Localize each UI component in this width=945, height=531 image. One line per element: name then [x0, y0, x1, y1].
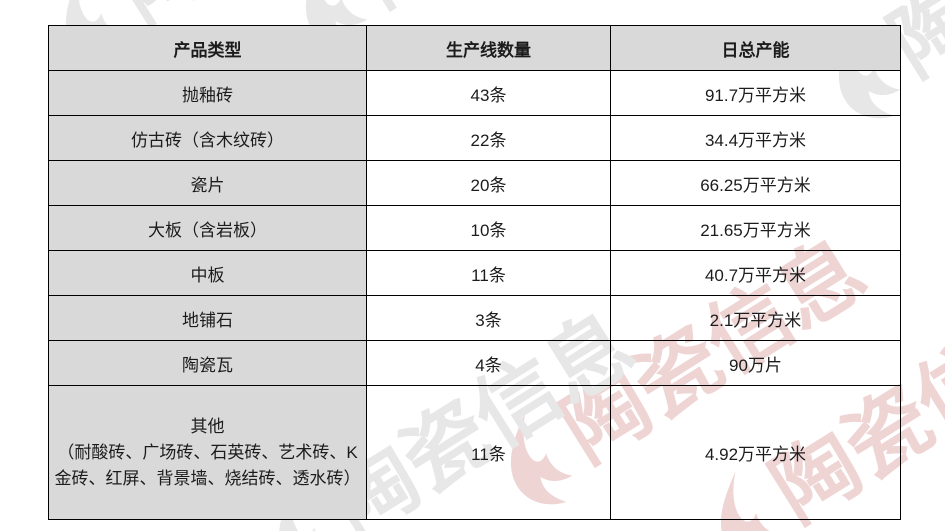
- table-row: 其他 （耐酸砖、广场砖、石英砖、艺术砖、K金砖、红屏、背景墙、烧结砖、透水砖） …: [48, 385, 901, 520]
- cell-product-type: 大板（含岩板）: [48, 205, 367, 251]
- table-row: 中板 11条 40.7万平方米: [48, 250, 901, 296]
- cell-product-type: 瓷片: [48, 160, 367, 206]
- cell-capacity: 4.92万平方米: [610, 385, 901, 520]
- cell-product-type: 陶瓷瓦: [48, 340, 367, 386]
- table-row: 仿古砖（含木纹砖） 22条 34.4万平方米: [48, 115, 901, 161]
- cell-capacity: 40.7万平方米: [610, 250, 901, 296]
- cell-line-count: 4条: [366, 340, 611, 386]
- cell-line-count: 22条: [366, 115, 611, 161]
- cell-capacity: 2.1万平方米: [610, 295, 901, 341]
- cell-capacity: 34.4万平方米: [610, 115, 901, 161]
- cell-line-count: 43条: [366, 70, 611, 116]
- cell-line-count: 11条: [366, 385, 611, 520]
- cell-product-type: 抛釉砖: [48, 70, 367, 116]
- watermark-text: 陶瓷信息: [341, 0, 676, 23]
- table-row: 瓷片 20条 66.25万平方米: [48, 160, 901, 206]
- cell-line-count: 11条: [366, 250, 611, 296]
- header-daily-capacity: 日总产能: [610, 25, 901, 71]
- table-row: 陶瓷瓦 4条 90万片: [48, 340, 901, 386]
- cell-product-type: 地铺石: [48, 295, 367, 341]
- cell-line-count: 3条: [366, 295, 611, 341]
- cell-capacity: 90万片: [610, 340, 901, 386]
- cell-product-type: 仿古砖（含木纹砖）: [48, 115, 367, 161]
- cell-capacity: 91.7万平方米: [610, 70, 901, 116]
- cell-line-count: 20条: [366, 160, 611, 206]
- table-row: 地铺石 3条 2.1万平方米: [48, 295, 901, 341]
- cell-product-type: 中板: [48, 250, 367, 296]
- product-type-main: 其他: [190, 416, 225, 436]
- table-row: 抛釉砖 43条 91.7万平方米: [48, 70, 901, 116]
- table-row: 大板（含岩板） 10条 21.65万平方米: [48, 205, 901, 251]
- production-table: 产品类型 生产线数量 日总产能 抛釉砖 43条 91.7万平方米 仿古砖（含木纹…: [48, 25, 901, 520]
- header-line-count: 生产线数量: [366, 25, 611, 71]
- header-row: 产品类型 生产线数量 日总产能: [48, 25, 901, 71]
- cell-capacity: 21.65万平方米: [610, 205, 901, 251]
- cell-product-type: 其他 （耐酸砖、广场砖、石英砖、艺术砖、K金砖、红屏、背景墙、烧结砖、透水砖）: [48, 385, 367, 520]
- header-product-type: 产品类型: [48, 25, 367, 71]
- cell-line-count: 10条: [366, 205, 611, 251]
- product-type-note: （耐酸砖、广场砖、石英砖、艺术砖、K金砖、红屏、背景墙、烧结砖、透水砖）: [54, 442, 361, 488]
- cell-capacity: 66.25万平方米: [610, 160, 901, 206]
